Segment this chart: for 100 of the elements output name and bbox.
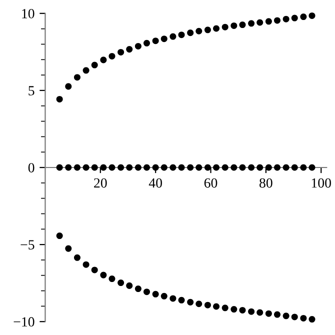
point bbox=[56, 232, 63, 240]
y-tick-label: −5 bbox=[20, 240, 34, 250]
x-tick-label: 80 bbox=[260, 178, 272, 188]
point bbox=[178, 32, 185, 38]
point bbox=[282, 312, 290, 320]
point bbox=[118, 164, 124, 171]
point bbox=[239, 306, 246, 314]
point bbox=[187, 30, 194, 36]
point bbox=[143, 40, 150, 46]
point bbox=[170, 33, 176, 40]
point bbox=[196, 164, 202, 171]
point bbox=[91, 164, 98, 171]
point bbox=[100, 164, 107, 171]
point bbox=[282, 16, 290, 22]
point bbox=[204, 26, 211, 34]
point bbox=[265, 310, 272, 317]
x-tick-label: 60 bbox=[204, 178, 218, 188]
point bbox=[134, 286, 142, 292]
point bbox=[82, 164, 90, 171]
point bbox=[187, 164, 194, 171]
point bbox=[282, 164, 290, 171]
point bbox=[108, 164, 116, 171]
point bbox=[204, 302, 211, 308]
point bbox=[118, 48, 124, 56]
point bbox=[196, 28, 202, 34]
point bbox=[91, 62, 98, 68]
point bbox=[213, 164, 220, 171]
point bbox=[274, 17, 280, 24]
point bbox=[126, 46, 133, 53]
x-tick-label: 20 bbox=[94, 178, 107, 188]
point bbox=[170, 295, 176, 302]
point bbox=[160, 36, 168, 42]
point bbox=[213, 303, 220, 310]
y-tick-label: 5 bbox=[28, 86, 34, 96]
y-tick-label: 10 bbox=[22, 8, 34, 18]
point bbox=[108, 276, 116, 282]
point bbox=[56, 164, 63, 171]
point bbox=[187, 298, 194, 306]
point bbox=[56, 96, 63, 102]
point bbox=[308, 316, 316, 323]
point bbox=[178, 296, 185, 304]
point bbox=[308, 164, 316, 171]
point bbox=[230, 22, 238, 29]
point bbox=[300, 164, 307, 171]
point bbox=[65, 245, 72, 252]
point bbox=[248, 164, 255, 171]
y-tick-label: −10 bbox=[14, 317, 34, 327]
point bbox=[160, 292, 168, 300]
point bbox=[291, 164, 298, 171]
point bbox=[274, 164, 280, 171]
point bbox=[230, 306, 238, 313]
point bbox=[222, 164, 228, 171]
point bbox=[222, 24, 228, 30]
point bbox=[82, 261, 90, 268]
point bbox=[213, 25, 220, 32]
point bbox=[265, 18, 272, 25]
point bbox=[248, 20, 255, 27]
point bbox=[82, 67, 90, 74]
point bbox=[274, 311, 280, 318]
y-tick-label: 0 bbox=[28, 163, 34, 172]
point bbox=[160, 164, 168, 171]
point bbox=[143, 164, 150, 171]
point bbox=[152, 290, 159, 298]
point bbox=[126, 282, 133, 289]
point bbox=[74, 74, 80, 81]
point bbox=[74, 254, 80, 261]
point bbox=[108, 52, 116, 60]
point bbox=[222, 304, 228, 312]
x-tick-label: 40 bbox=[148, 178, 162, 188]
point bbox=[196, 300, 202, 308]
point bbox=[265, 164, 272, 171]
point bbox=[100, 272, 107, 278]
point bbox=[239, 164, 246, 171]
point bbox=[65, 83, 72, 90]
point bbox=[291, 314, 298, 320]
point bbox=[300, 314, 307, 322]
point bbox=[65, 164, 72, 171]
point bbox=[170, 164, 176, 171]
point bbox=[134, 164, 142, 171]
point bbox=[308, 12, 316, 19]
point bbox=[118, 280, 124, 286]
point bbox=[74, 164, 80, 171]
point bbox=[300, 14, 307, 20]
point bbox=[91, 266, 98, 274]
point bbox=[256, 19, 264, 26]
point bbox=[230, 164, 238, 171]
point bbox=[152, 164, 159, 171]
x-tick-label: 100 bbox=[312, 178, 331, 188]
point bbox=[143, 288, 150, 296]
point bbox=[291, 14, 298, 22]
point bbox=[100, 56, 107, 64]
point bbox=[256, 164, 264, 171]
point bbox=[134, 42, 142, 50]
point bbox=[204, 164, 211, 171]
point bbox=[248, 308, 255, 315]
point bbox=[256, 309, 264, 316]
point bbox=[178, 164, 185, 171]
point bbox=[126, 164, 133, 171]
point bbox=[152, 38, 159, 44]
point bbox=[239, 22, 246, 28]
